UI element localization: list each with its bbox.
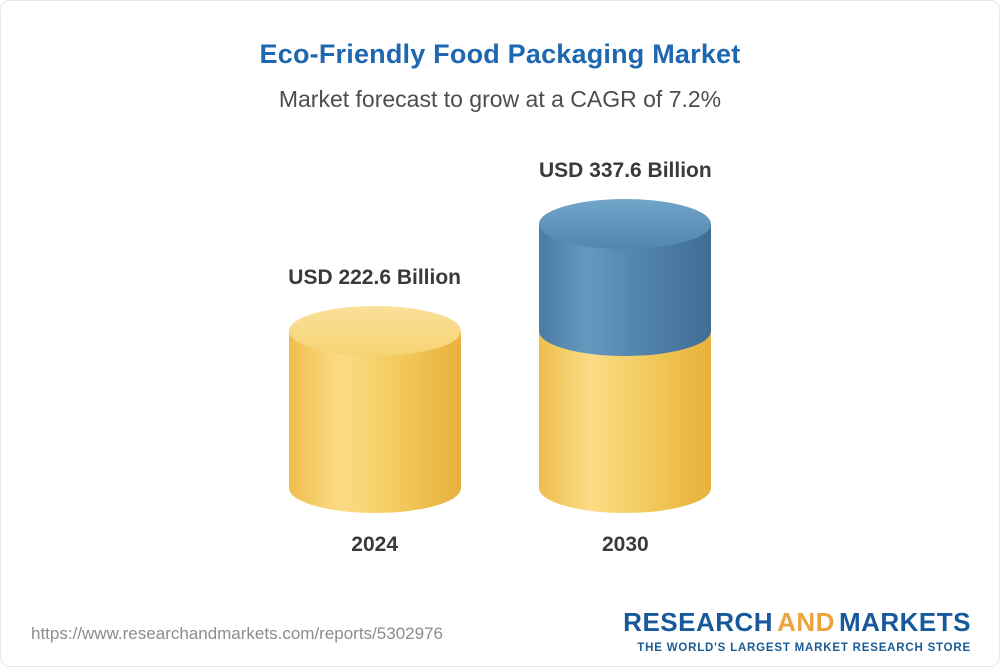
bar-category-label-2030: 2030 bbox=[602, 532, 649, 556]
logo-word-markets: MARKETS bbox=[838, 607, 971, 637]
logo-word-research: RESEARCH bbox=[623, 607, 774, 637]
cylinder-growth-segment-2030 bbox=[539, 199, 712, 356]
bar-category-label-2024: 2024 bbox=[351, 532, 398, 556]
research-and-markets-logo: RESEARCH AND MARKETS THE WORLD'S LARGEST M… bbox=[623, 607, 971, 654]
footer: https://www.researchandmarkets.com/repor… bbox=[1, 596, 999, 666]
cylinder-base-segment-2030 bbox=[539, 330, 712, 513]
bar-value-label-2024: USD 222.6 Billion bbox=[288, 265, 461, 289]
bar-value-label-2030: USD 337.6 Billion bbox=[539, 159, 712, 182]
chart-subtitle: Market forecast to grow at a CAGR of 7.2… bbox=[278, 86, 722, 112]
logo-wordmark: RESEARCH AND MARKETS bbox=[623, 607, 971, 638]
logo-tagline: THE WORLD'S LARGEST MARKET RESEARCH STOR… bbox=[637, 642, 971, 654]
cylinder-2030 bbox=[539, 199, 712, 513]
report-url-link[interactable]: https://www.researchandmarkets.com/repor… bbox=[31, 624, 443, 643]
bar-2024: USD 222.6 Billion 2024 bbox=[288, 266, 461, 557]
chart-header: Eco-Friendly Food Packaging Market Marke… bbox=[1, 1, 999, 113]
cylinder-base-segment-2024 bbox=[288, 305, 461, 513]
cylinder-2024 bbox=[288, 305, 461, 513]
bar-2030: USD 337.6 Billion 2030 bbox=[539, 159, 712, 557]
bar-chart: USD 222.6 Billion 2024 USD 337.6 Billion… bbox=[1, 159, 999, 557]
chart-title: Eco-Friendly Food Packaging Market bbox=[259, 39, 741, 69]
logo-word-and: AND bbox=[777, 607, 835, 637]
